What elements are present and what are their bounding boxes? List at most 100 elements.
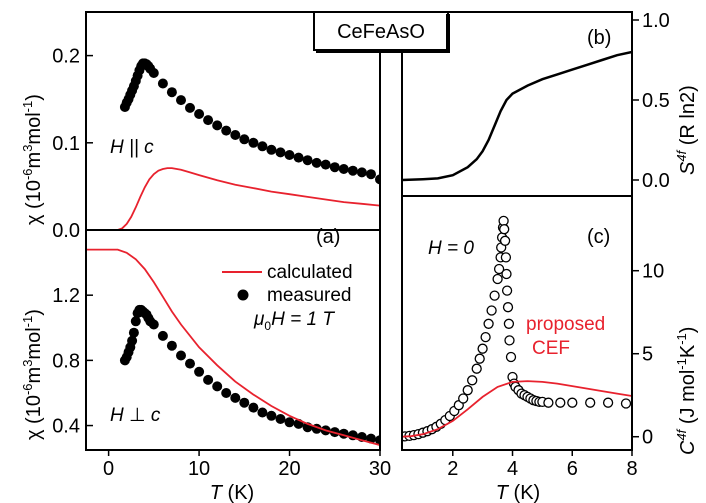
annotation-h-parallel-c: H || c <box>110 137 154 158</box>
data-point <box>375 174 380 185</box>
data-point <box>275 147 286 158</box>
y-tick-label: 0.0 <box>52 220 80 242</box>
legend: calculated measured μ0H = 1 T <box>222 262 353 333</box>
data-point <box>311 157 322 168</box>
ylabel-chi-top: χ (10-6m3mol-1) <box>20 94 45 225</box>
y-tick-label: 1.0 <box>642 10 670 32</box>
data-point <box>567 397 578 408</box>
panel-label-c: (c) <box>587 226 610 248</box>
data-point <box>338 164 349 174</box>
data-point <box>275 414 286 424</box>
x-tick-label: 30 <box>369 458 391 480</box>
calculated-curve <box>402 380 632 438</box>
plot-area <box>402 215 632 442</box>
data-point <box>176 95 186 106</box>
plot-frame <box>85 229 381 451</box>
data-point <box>157 330 168 341</box>
data-point <box>239 134 250 145</box>
data-point <box>128 327 139 338</box>
data-point <box>477 343 488 354</box>
data-point <box>248 402 259 413</box>
data-point <box>148 68 159 78</box>
data-point <box>221 125 232 136</box>
y-tick-label: 5 <box>642 344 653 366</box>
data-point <box>543 397 554 408</box>
data-point <box>157 78 168 89</box>
data-point <box>585 397 596 408</box>
y-tick-label: 0.4 <box>52 416 80 438</box>
y-tick-label: 0.5 <box>642 90 670 112</box>
panel-chi-perpendicular: 0.4 0.8 1.2 0 10 20 30 <box>52 229 391 480</box>
x-tick-label: 4 <box>507 458 518 480</box>
ylabel-chi-bottom: χ (10-6m3mol-1) <box>20 309 45 440</box>
data-point <box>505 351 517 363</box>
entropy-curve <box>402 50 632 182</box>
data-point <box>501 268 512 280</box>
data-point <box>320 159 331 170</box>
y-tick-label: 0.0 <box>642 170 670 192</box>
legend-field: μ0H = 1 T <box>253 309 335 333</box>
data-point <box>499 235 511 246</box>
data-point <box>203 374 214 385</box>
legend-measured-marker <box>237 289 249 301</box>
y-tick-label: 0 <box>642 427 653 449</box>
data-point <box>492 273 503 285</box>
data-point <box>166 340 177 351</box>
data-point <box>474 353 485 364</box>
data-point <box>248 137 259 148</box>
data-point <box>212 381 223 392</box>
data-point <box>356 167 367 178</box>
data-point <box>239 397 250 408</box>
panel-chi-parallel: 0.0 0.1 0.2 <box>52 11 381 242</box>
y-tick-label: 1.2 <box>52 285 80 307</box>
data-point <box>166 87 177 98</box>
annotation-h-perp-c: H ⊥ c <box>110 405 161 426</box>
ylabel-entropy: S4f (R ln2) <box>674 85 699 175</box>
y-tick-label: 0.2 <box>52 46 80 68</box>
data-point <box>503 318 515 329</box>
panel-label-b: (b) <box>587 27 611 49</box>
title-badge: CeFeAsO <box>313 11 450 53</box>
x-tick-label: 0 <box>103 458 114 480</box>
data-point <box>500 252 512 263</box>
data-point <box>130 316 141 327</box>
title-badge-text: CeFeAsO <box>337 21 425 43</box>
panel-specific-heat: 0 5 10 2 4 6 8 <box>401 195 664 480</box>
data-point <box>483 318 494 329</box>
data-point <box>471 363 482 374</box>
cef-label: CEF <box>532 338 570 359</box>
data-point <box>176 350 186 361</box>
calculated-curve <box>117 167 380 230</box>
data-point <box>185 358 195 369</box>
y-tick-label: 0.8 <box>52 350 80 372</box>
calculated-curve <box>86 248 380 446</box>
data-point <box>221 388 232 398</box>
xlabel-left: T (K) <box>210 482 254 503</box>
data-point <box>230 392 241 403</box>
data-point <box>498 215 509 227</box>
data-point <box>148 319 159 330</box>
data-point <box>467 375 478 386</box>
data-point <box>458 393 469 404</box>
data-point <box>185 102 195 113</box>
data-point <box>502 302 514 313</box>
data-point <box>284 417 295 428</box>
data-point <box>501 285 513 296</box>
data-point <box>329 162 340 173</box>
data-point <box>257 407 268 418</box>
legend-measured-label: measured <box>267 285 352 306</box>
data-point <box>620 398 632 409</box>
data-point <box>499 224 510 235</box>
x-tick-label: 10 <box>188 458 210 480</box>
plot-area <box>402 50 632 182</box>
xlabel-right: T (K) <box>496 482 540 503</box>
data-point <box>366 169 376 180</box>
plot-area <box>86 248 380 446</box>
data-point <box>347 165 358 176</box>
data-point <box>266 144 277 155</box>
data-point <box>493 263 505 275</box>
data-point <box>194 366 205 377</box>
data-point <box>127 335 138 346</box>
data-point <box>302 155 313 166</box>
